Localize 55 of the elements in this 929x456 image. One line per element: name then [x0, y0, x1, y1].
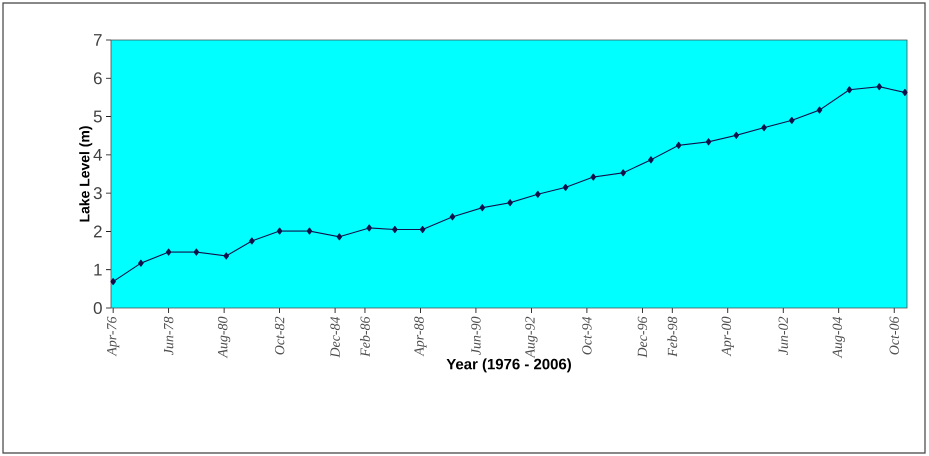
x-tick-label: Oct-06 [889, 316, 899, 355]
point [590, 174, 596, 181]
x-tick-label: Aug-80 [218, 316, 230, 358]
x-tick-label: Aug-92 [525, 316, 538, 358]
y-tick-label: 5 [94, 110, 102, 122]
x-tick-label: Apr-88 [414, 316, 427, 357]
point [846, 86, 852, 94]
point [535, 190, 541, 198]
point [816, 106, 822, 114]
point [733, 132, 740, 139]
point [138, 260, 144, 267]
point [194, 248, 200, 256]
y-tick-label: 7 [94, 34, 102, 46]
point [420, 226, 426, 234]
x-tick-label: Dec-96 [638, 316, 648, 358]
x-tick-label: Dec-84 [330, 316, 340, 358]
x-tick-label: Oct-82 [274, 316, 284, 355]
point [392, 226, 398, 234]
x-tick-label: Jun-90 [471, 316, 481, 356]
point [276, 227, 282, 235]
point [450, 213, 456, 220]
point [648, 156, 654, 164]
x-tick-label: Apr-00 [722, 316, 734, 357]
point [761, 124, 767, 132]
point [223, 252, 230, 260]
x-tick-label: Jun-02 [778, 316, 788, 356]
y-tick-label: 4 [93, 149, 102, 161]
point [480, 204, 486, 212]
y-tick-label: 1 [94, 264, 102, 276]
point [366, 224, 372, 232]
y-tick-label: 2 [94, 226, 102, 238]
point [706, 138, 712, 146]
point [562, 184, 568, 191]
point [110, 278, 116, 286]
point [507, 199, 513, 206]
y-tick-label: 6 [94, 72, 102, 84]
x-tick-label: Feb-86 [360, 316, 370, 357]
x-tick-label: Apr-76 [107, 316, 120, 357]
point [336, 233, 342, 240]
x-axis-title: Year (1976 - 2006) [446, 358, 571, 372]
x-tick-label: Oct-94 [582, 316, 592, 355]
point [306, 227, 312, 235]
point [249, 237, 255, 245]
point [620, 169, 626, 176]
y-axis-title: Lake Level (m) [79, 126, 92, 222]
x-tick-label: Feb-98 [667, 316, 678, 357]
x-tick-label: Aug-04 [832, 316, 845, 358]
point [166, 248, 172, 256]
y-tick-label: 3 [94, 187, 102, 200]
point [902, 88, 908, 96]
point [676, 142, 682, 149]
y-tick-label: 0 [94, 302, 102, 314]
point [788, 116, 795, 124]
x-tick-label: Jun-78 [164, 316, 174, 356]
point [876, 83, 882, 90]
